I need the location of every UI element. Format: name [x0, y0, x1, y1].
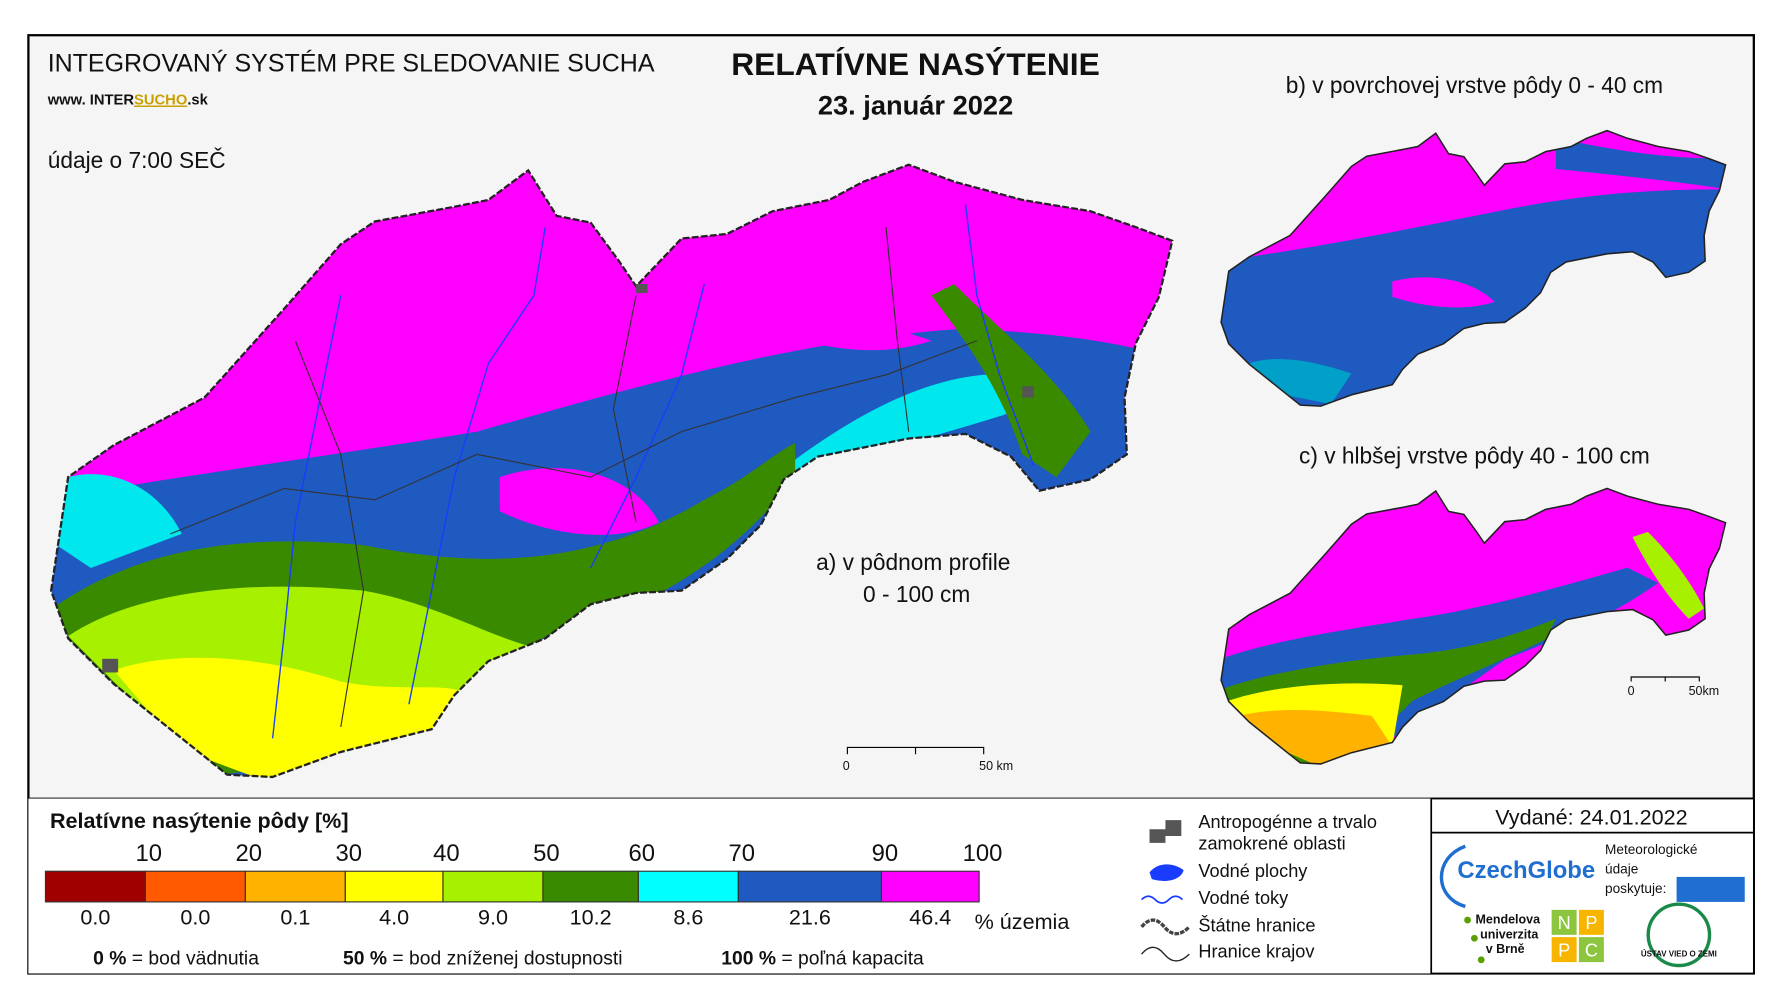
legend-swatch	[637, 870, 739, 903]
title: RELATÍVNE NASÝTENIE	[731, 46, 1100, 82]
legend-share: 21.6	[789, 905, 831, 930]
npc-letter: P	[1558, 940, 1570, 960]
legend-bound: 30	[335, 840, 362, 867]
logo-dot	[1464, 916, 1471, 924]
scale-label: 0	[1628, 684, 1635, 698]
legend-share: 8.6	[673, 905, 703, 930]
data-time: údaje o 7:00 SEČ	[48, 147, 226, 173]
map-legend-label: zamokrené oblasti	[1198, 834, 1345, 854]
note-text: = bod zníženej dostupnosti	[392, 948, 622, 969]
logo-text: Mendelova	[1476, 912, 1542, 926]
legend-share: 4.0	[379, 905, 409, 930]
logo-shmu	[1676, 876, 1745, 902]
scale-bar	[1630, 676, 1700, 682]
map-label: b) v povrchovej vrstve pôdy 0 - 40 cm	[1286, 72, 1663, 98]
logo-text: ÚSTAV VIED O ZEMI	[1641, 949, 1717, 958]
map-legend-label: Hranice krajov	[1198, 942, 1315, 962]
map-label: a) v pôdnom profile	[816, 549, 1010, 575]
legend-swatch	[44, 870, 146, 903]
npc-cell	[1578, 937, 1604, 963]
legend-swatch	[344, 870, 444, 903]
issued: Vydané: 24.01.2022	[1495, 805, 1687, 830]
npc-cell	[1578, 909, 1604, 935]
logo-text: univerzita	[1480, 927, 1539, 941]
logo-text: údaje	[1605, 862, 1638, 877]
legend-swatch	[880, 870, 980, 903]
logo-dot	[1477, 956, 1485, 964]
npc-cell	[1551, 909, 1577, 935]
legend-share: 46.4	[909, 905, 951, 930]
note-text: = poľná kapacita	[781, 948, 924, 969]
share-unit: % územia	[975, 909, 1070, 934]
scale-label: 50 km	[979, 759, 1013, 773]
legend-swatch	[244, 870, 346, 903]
legend-bound: 90	[872, 840, 899, 867]
legend-swatch	[144, 870, 246, 903]
icon-water	[1149, 864, 1184, 881]
npc-letter: C	[1585, 940, 1598, 960]
scale-label: 0	[843, 759, 850, 773]
url-part: SUCHO	[134, 93, 187, 109]
url-part: .sk	[187, 93, 208, 109]
legend-bound: 20	[235, 840, 262, 867]
icon-region-border	[1141, 946, 1190, 962]
map-label: 0 - 100 cm	[863, 581, 970, 607]
legend-bound: 40	[433, 840, 460, 867]
date: 23. január 2022	[818, 90, 1013, 121]
scale-label: 50km	[1689, 684, 1720, 698]
map-legend-label: Vodné plochy	[1198, 861, 1308, 881]
url: www. INTERSUCHO.sk	[47, 93, 209, 109]
npc-cell	[1551, 937, 1577, 963]
legend-bound: 10	[136, 840, 163, 867]
legend-swatch	[542, 870, 639, 903]
npc-letter: N	[1558, 913, 1571, 933]
logo-uvz	[1646, 902, 1712, 968]
system-name: INTEGROVANÝ SYSTÉM PRE SLEDOVANIE SUCHA	[48, 49, 655, 78]
legend-share: 0.0	[80, 905, 110, 930]
logo-arc	[1439, 844, 1466, 909]
legend-bound: 60	[629, 840, 656, 867]
note: 100 % = poľná kapacita	[721, 948, 924, 969]
note-text: = bod vädnutia	[132, 948, 259, 969]
legend-bound: 50	[533, 840, 560, 867]
legend-bound: 100	[963, 840, 1003, 867]
legend-share: 0.0	[180, 905, 210, 930]
map-legend-label: Vodné toky	[1198, 888, 1289, 908]
legend-title: Relatívne nasýtenie pôdy [%]	[50, 808, 349, 833]
icon-anthropogenic	[1149, 820, 1182, 843]
legend-swatch	[442, 870, 544, 903]
map-legend-label: Antropogénne a trvalo	[1198, 812, 1377, 832]
note: 0 % = bod vädnutia	[93, 948, 259, 969]
note-key: 50 %	[343, 948, 387, 969]
url-part: www. INTER	[47, 93, 135, 109]
logo-czechglobe: CzechGlobe	[1457, 857, 1595, 884]
note: 50 % = bod zníženej dostupnosti	[343, 948, 622, 969]
logo-dot	[1470, 934, 1478, 942]
map-legend-label: Štátne hranice	[1198, 914, 1315, 935]
logo-text: poskytuje:	[1605, 881, 1666, 896]
scale-bar	[846, 746, 985, 755]
legend-share: 0.1	[280, 905, 310, 930]
npc-letter: P	[1585, 913, 1597, 933]
logo-text: Meteorologické	[1605, 842, 1697, 857]
legend-scale: 0.0 0.0 0.1 4.0 9.0 10.2 8.6 21.6 46.4 10 20 30 40 50…	[44, 840, 1003, 930]
legend-share: 10.2	[570, 905, 612, 930]
map-label: c) v hlbšej vrstve pôdy 40 - 100 cm	[1299, 442, 1650, 468]
map-c	[1220, 487, 1727, 765]
logo-npc: N PP C	[1551, 909, 1604, 963]
legend-bound: 70	[728, 840, 755, 867]
note-key: 100 %	[721, 948, 776, 969]
legend-share: 9.0	[478, 905, 508, 930]
legend-swatch	[737, 870, 883, 903]
icon-state-border	[1140, 918, 1191, 936]
icon-river	[1140, 895, 1184, 904]
note-key: 0 %	[93, 948, 126, 969]
logo-text: v Brně	[1486, 942, 1525, 956]
